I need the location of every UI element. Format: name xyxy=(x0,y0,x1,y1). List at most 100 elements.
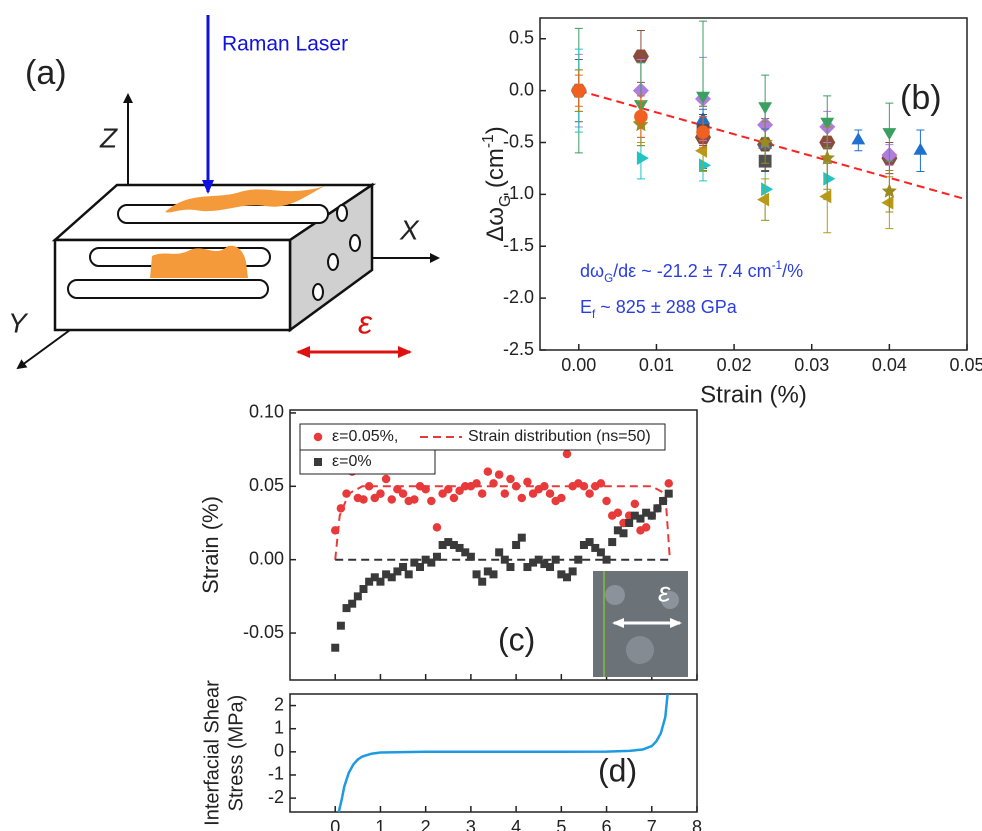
x-tick-label: 0.02 xyxy=(717,355,752,375)
marker xyxy=(882,128,897,141)
marker xyxy=(696,91,710,104)
text-part: /dε ~ -21.2 ± 7.4 cm xyxy=(613,261,771,281)
marker xyxy=(331,643,340,652)
plot-frame xyxy=(289,409,698,681)
marker xyxy=(758,102,773,115)
x-tick-label: 0.05 xyxy=(949,355,982,375)
x-tick-label: 3 xyxy=(466,817,476,831)
marker xyxy=(472,479,481,488)
x-tick-label: 0 xyxy=(330,817,340,831)
line xyxy=(334,485,671,560)
y-tick-label: 0.05 xyxy=(249,475,284,495)
marker xyxy=(568,567,577,576)
y-tick-label: 0.5 xyxy=(509,28,534,48)
x-tick-label: 0.03 xyxy=(794,355,829,375)
marker xyxy=(517,493,527,503)
panel-label: (a) xyxy=(25,54,67,92)
panel-label: (c) xyxy=(498,621,535,657)
inset-label: ε xyxy=(658,576,671,607)
marker xyxy=(342,604,351,613)
marker xyxy=(466,552,475,561)
y-tick-label: -1.0 xyxy=(503,183,534,203)
y-tick-label: -2 xyxy=(268,787,284,807)
marker xyxy=(314,458,322,466)
marker xyxy=(489,479,498,488)
marker xyxy=(500,555,509,564)
y-tick-label: -2.5 xyxy=(503,339,534,359)
marker xyxy=(449,493,459,503)
marker xyxy=(410,495,419,504)
marker xyxy=(523,563,532,572)
x-tick-label: 7 xyxy=(647,817,657,831)
marker xyxy=(393,567,402,576)
legend-box xyxy=(299,423,666,451)
marker xyxy=(881,195,894,210)
annotation: Ef ~ 825 ± 288 GPa xyxy=(580,297,738,321)
y-tick-label: 0.00 xyxy=(249,548,284,568)
inset-spot xyxy=(626,636,654,664)
marker xyxy=(664,479,673,488)
marker xyxy=(585,489,594,498)
marker xyxy=(313,432,323,442)
text-part: G xyxy=(604,272,613,285)
marker xyxy=(557,493,566,503)
line xyxy=(337,693,669,813)
marker xyxy=(404,570,413,579)
inset: ε xyxy=(593,571,688,677)
marker xyxy=(512,541,521,549)
marker xyxy=(494,470,504,479)
marker xyxy=(483,567,492,576)
text-part: (cm xyxy=(482,148,509,195)
text-part: dω xyxy=(580,261,604,281)
marker xyxy=(602,496,611,506)
inset-spot xyxy=(661,591,679,609)
marker xyxy=(562,449,572,459)
legend-label: ε=0% xyxy=(332,453,372,470)
marker xyxy=(636,151,649,165)
marker xyxy=(630,511,639,520)
marker xyxy=(757,134,773,149)
text-part: ~ 825 ± 288 GPa xyxy=(595,297,737,317)
marker xyxy=(761,182,774,197)
x-tick-label: 6 xyxy=(602,817,612,831)
marker xyxy=(545,489,555,498)
marker xyxy=(579,482,589,491)
text-part: ) xyxy=(482,126,509,134)
marker xyxy=(574,555,583,564)
marker xyxy=(819,150,835,165)
marker xyxy=(647,511,656,520)
y-axis-title: Stress (MPa) xyxy=(225,695,247,812)
y-label: Y xyxy=(8,307,29,338)
strain-symbol: ε xyxy=(358,304,373,340)
legend-label: Strain distribution (ns=50) xyxy=(468,428,651,445)
graphene-flake xyxy=(150,245,248,278)
marker xyxy=(365,577,374,586)
marker xyxy=(540,560,549,569)
marker xyxy=(472,570,481,579)
x-tick-label: 0.00 xyxy=(561,355,596,375)
y-tick-label: 2 xyxy=(274,694,284,714)
marker xyxy=(551,555,560,564)
marker xyxy=(449,541,458,549)
marker xyxy=(619,529,628,538)
x-tick-label: 2 xyxy=(421,817,431,831)
marker xyxy=(376,489,385,498)
marker xyxy=(696,125,710,139)
marker xyxy=(641,523,651,532)
marker xyxy=(572,83,586,98)
marker xyxy=(608,538,617,547)
panel-label: (d) xyxy=(598,752,637,788)
marker xyxy=(399,563,408,572)
marker xyxy=(881,183,897,198)
text-part: /% xyxy=(782,261,803,281)
marker xyxy=(342,489,351,498)
marker xyxy=(819,189,832,204)
x-tick-label: 8 xyxy=(692,817,702,831)
text-part: -1 xyxy=(480,134,497,148)
marker xyxy=(642,508,651,517)
marker xyxy=(517,533,526,542)
marker xyxy=(370,573,379,582)
marker xyxy=(523,477,532,487)
marker xyxy=(444,484,453,494)
marker xyxy=(585,538,594,547)
